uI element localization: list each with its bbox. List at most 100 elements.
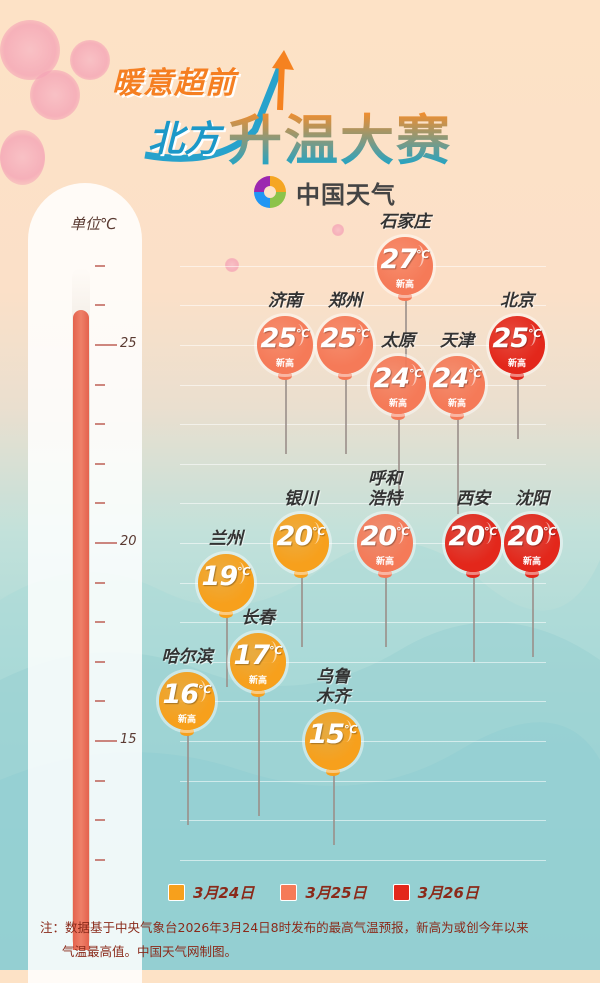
unit: ℃: [468, 366, 482, 380]
balloon-沈阳: 20℃ 新高: [504, 514, 560, 572]
city-label: 太原: [348, 331, 448, 351]
city-label: 呼和 浩特: [335, 469, 435, 509]
city-name: 沈阳: [515, 489, 549, 509]
balloon-string: [532, 577, 534, 657]
gridline: [180, 741, 546, 742]
gridline: [180, 265, 546, 267]
temperature-value: 15℃: [305, 719, 361, 750]
balloon-郑州: 25℃: [317, 316, 373, 374]
balloon-knot: [338, 372, 352, 380]
gridline: [180, 661, 546, 663]
city-name: 天津: [440, 330, 474, 351]
title-arrow-swoosh: [144, 50, 294, 162]
footnote: 注：数据基于中央气象台2026年3月24日8时发布的最高气温预报，新高为或创今年…: [40, 916, 570, 964]
balloon-knot: [326, 768, 340, 776]
city-name: 长春: [241, 607, 275, 628]
gridline: [180, 384, 546, 386]
legend-item-0325: 3月25日: [280, 882, 367, 903]
city-name: 乌鲁: [316, 667, 350, 687]
city-label: 银川: [251, 489, 351, 509]
city-label: 济南: [235, 291, 335, 311]
blossom-decoration: [70, 40, 110, 80]
city-name: 木齐: [316, 687, 350, 707]
new-high-label: 新高: [375, 557, 394, 567]
balloon-哈尔滨: 16℃ 新高: [159, 672, 215, 731]
city-name: 济南: [268, 291, 302, 311]
blossom-decoration: [332, 224, 344, 236]
unit: ℃: [543, 525, 557, 538]
balloon-string: [258, 695, 260, 816]
city-label: 石家庄: [355, 212, 455, 232]
unit: ℃: [296, 327, 310, 340]
balloon-string: [301, 577, 303, 647]
temp-number: 25: [492, 323, 530, 354]
balloon-西安: 20℃: [445, 514, 501, 572]
blossom-decoration: [225, 258, 239, 272]
balloon-string: [226, 616, 228, 687]
tick-label: 15: [120, 732, 137, 747]
balloon-string: [398, 418, 400, 504]
balloon-北京: 25℃ 新高: [489, 316, 545, 374]
logo: 中国天气: [250, 172, 396, 212]
temp-number: 24: [432, 362, 470, 394]
city-name: 浩特: [368, 489, 402, 509]
city-label: 长春: [208, 608, 308, 628]
temperature-value: 17℃: [230, 640, 286, 671]
legend-item-0324: 3月24日: [168, 882, 254, 903]
temp-number: 15: [308, 719, 346, 750]
city-name: 哈尔滨: [161, 647, 213, 668]
balloon-knot: [510, 372, 524, 380]
city-label: 哈尔滨: [137, 647, 237, 667]
gridline: [180, 701, 546, 703]
new-high-label: 新高: [522, 557, 541, 567]
new-high-label: 新高: [275, 359, 294, 369]
city-label: 西安: [423, 489, 523, 509]
unit: ℃: [312, 525, 326, 538]
legend-item-0326: 3月26日: [392, 882, 479, 903]
temperature-value: 27℃: [377, 244, 433, 275]
balloon-济南: 25℃ 新高: [257, 316, 313, 374]
balloon-银川: 20℃: [273, 514, 329, 572]
legend-swatch: [168, 884, 185, 901]
unit: ℃: [269, 643, 283, 657]
balloon-knot: [525, 570, 539, 578]
major-tick: [95, 740, 117, 742]
balloon-天津: 24℃ 新高: [429, 355, 485, 414]
temperature-value: 19℃: [198, 561, 254, 592]
balloon-string: [345, 379, 347, 454]
temperature-value: 25℃: [489, 323, 545, 354]
balloon-knot: [219, 609, 233, 618]
city-name: 西安: [456, 489, 490, 509]
new-high-label: 新高: [395, 279, 414, 290]
temp-number: 16: [162, 679, 200, 711]
minor-tick: [95, 700, 105, 703]
temp-number: 27: [380, 243, 418, 275]
gridline: [180, 622, 546, 624]
temp-number: 20: [448, 521, 486, 552]
balloon-knot: [398, 292, 412, 301]
city-label: 兰州: [176, 529, 276, 549]
temp-number: 25: [260, 323, 298, 354]
balloon-knot: [450, 411, 464, 420]
gridline: [180, 503, 546, 505]
major-tick: [95, 542, 117, 544]
gridline: [180, 424, 546, 426]
minor-tick: [95, 383, 105, 386]
gridline: [180, 780, 546, 782]
unit: ℃: [528, 327, 542, 340]
unit: ℃: [416, 247, 430, 261]
balloon-knot: [378, 570, 392, 578]
city-name: 银川: [284, 489, 318, 509]
balloon-string: [187, 735, 189, 826]
temp-number: 17: [233, 639, 271, 671]
minor-tick: [95, 581, 105, 584]
temp-number: 25: [320, 323, 358, 354]
balloon-string: [333, 775, 335, 845]
gridline: [180, 463, 546, 465]
city-name: 兰州: [209, 528, 243, 549]
balloon-string: [473, 577, 475, 662]
minor-tick: [95, 423, 105, 426]
minor-tick: [95, 819, 105, 822]
minor-tick: [95, 264, 105, 267]
temperature-value: 24℃: [429, 363, 485, 394]
